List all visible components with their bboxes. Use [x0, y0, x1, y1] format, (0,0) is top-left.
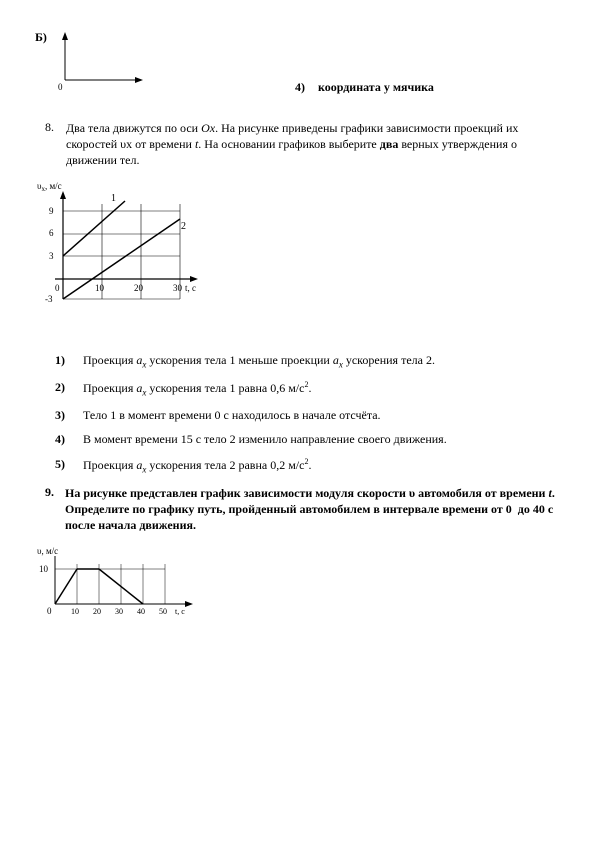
axis-origin-label: 0	[58, 82, 63, 90]
svg-text:6: 6	[49, 228, 54, 238]
svg-text:30: 30	[115, 607, 123, 616]
svg-text:t, с: t, с	[185, 283, 196, 293]
svg-text:υ, м/с: υ, м/с	[37, 546, 58, 556]
svg-text:3: 3	[49, 251, 54, 261]
top-row: Б) 0 4) координата y мячика	[35, 30, 560, 95]
option-5: 5) Проекция ax ускорения тела 2 равна 0,…	[55, 457, 560, 476]
option-4-text: координата y мячика	[318, 80, 434, 94]
option-1: 1) Проекция ax ускорения тела 1 меньше п…	[55, 353, 560, 371]
option-4-top: 4) координата y мячика	[295, 80, 434, 95]
svg-text:10: 10	[71, 607, 79, 616]
b-label: Б)	[35, 30, 47, 45]
svg-text:30: 30	[173, 283, 183, 293]
svg-text:-3: -3	[45, 294, 53, 304]
q9-number: 9.	[45, 485, 65, 534]
svg-text:0: 0	[55, 283, 60, 293]
svg-text:1: 1	[111, 193, 116, 204]
speed-time-chart: υ, м/с 10 0 10 20 30 40 50 t, с	[35, 544, 560, 623]
option-2: 2) Проекция ax ускорения тела 1 равна 0,…	[55, 380, 560, 399]
option-3: 3) Тело 1 в момент времени 0 с находилос…	[55, 408, 560, 424]
svg-text:t, с: t, с	[175, 607, 185, 616]
question-8: 8. Два тела движутся по оси Ox. На рисун…	[35, 120, 560, 169]
q9-text: На рисунке представлен график зависимост…	[65, 485, 560, 534]
svg-text:10: 10	[95, 283, 105, 293]
svg-text:0: 0	[47, 606, 52, 616]
question-9: 9. На рисунке представлен график зависим…	[35, 485, 560, 534]
svg-text:10: 10	[39, 564, 49, 574]
small-axes-diagram: 0	[55, 30, 145, 94]
svg-text:2: 2	[181, 221, 186, 232]
option-4-num: 4)	[295, 80, 305, 94]
velocity-time-chart: υx, м/с 9 6 3 0 -3 10 20 30 t, с	[35, 179, 560, 323]
q8-number: 8.	[45, 120, 54, 169]
svg-text:20: 20	[134, 283, 144, 293]
page-content: Б) 0 4) координата y мячика 8. Два тела …	[0, 0, 595, 653]
svg-text:9: 9	[49, 206, 54, 216]
svg-text:20: 20	[93, 607, 101, 616]
svg-text:50: 50	[159, 607, 167, 616]
option-4: 4) В момент времени 15 с тело 2 изменило…	[55, 432, 560, 448]
q8-text: Два тела движутся по оси Ox. На рисунке …	[66, 120, 560, 169]
svg-text:υx, м/с: υx, м/с	[37, 181, 62, 193]
svg-text:40: 40	[137, 607, 145, 616]
options-list: 1) Проекция ax ускорения тела 1 меньше п…	[35, 353, 560, 476]
